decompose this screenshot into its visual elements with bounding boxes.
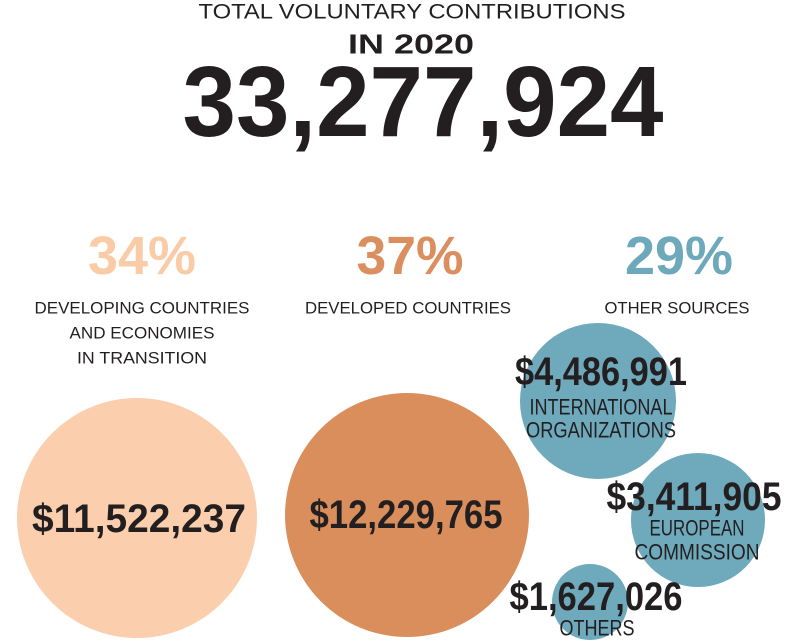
bubble	[552, 564, 628, 640]
percent: 37%	[357, 226, 464, 286]
group-label: DEVELOPED COUNTRIES	[305, 299, 511, 318]
bubble	[631, 453, 765, 587]
source-label: COMMISSION	[635, 540, 760, 565]
group-label: AND ECONOMIES	[70, 324, 215, 343]
percent: 29%	[625, 226, 733, 286]
group-label: IN TRANSITION	[77, 349, 207, 368]
bubble	[285, 393, 529, 637]
percent: 34%	[88, 226, 196, 286]
source-label: EUROPEAN	[650, 516, 745, 541]
bubble	[17, 398, 257, 638]
bubble	[520, 323, 676, 479]
amount: $1,627,026	[510, 575, 683, 619]
source-label: ORGANIZATIONS	[526, 418, 676, 443]
source-label: INTERNATIONAL	[530, 395, 673, 420]
total: 33,277,924	[183, 46, 664, 158]
title: TOTAL VOLUNTARY CONTRIBUTIONS	[199, 1, 626, 24]
source-label: OTHERS	[560, 616, 635, 641]
amount: $4,486,991	[515, 350, 687, 394]
amount: $3,411,905	[607, 475, 782, 519]
amount: $11,522,237	[32, 497, 246, 541]
group-label: DEVELOPING COUNTRIES	[35, 299, 250, 318]
subtitle: IN 2020	[348, 29, 474, 60]
amount: $12,229,765	[310, 493, 503, 537]
group-label: OTHER SOURCES	[605, 299, 750, 318]
